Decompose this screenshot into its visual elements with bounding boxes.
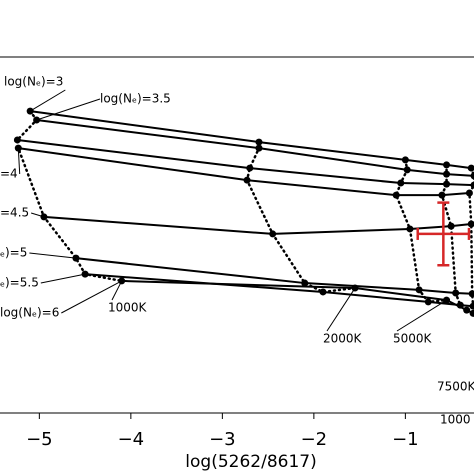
point xyxy=(438,191,446,199)
point xyxy=(246,164,254,172)
point xyxy=(465,189,473,197)
temperature-label: 1000 xyxy=(440,413,471,427)
x-tick-label: −5 xyxy=(26,429,53,450)
density-label: log(Nₑ)=3 xyxy=(4,75,63,89)
point xyxy=(452,289,460,297)
leader xyxy=(29,89,66,112)
point xyxy=(243,176,251,184)
temperature-label: 7500K xyxy=(437,380,474,394)
point xyxy=(406,225,414,233)
leader xyxy=(29,252,77,259)
point xyxy=(470,172,474,180)
point xyxy=(392,191,400,199)
point xyxy=(397,179,405,187)
leader xyxy=(30,212,45,218)
leader xyxy=(36,98,101,121)
point xyxy=(401,156,409,164)
point xyxy=(443,180,451,188)
point xyxy=(13,136,21,144)
density-label: log(Nₑ)=3.5 xyxy=(100,92,171,106)
density-label: ₑ)=5 xyxy=(0,246,27,260)
x-tick-label: −1 xyxy=(392,429,419,450)
x-axis-label: log(5262/8617) xyxy=(185,452,316,472)
density-line xyxy=(18,147,470,197)
point xyxy=(403,166,411,174)
leader xyxy=(17,148,21,175)
point xyxy=(443,161,451,169)
point xyxy=(415,286,423,294)
point xyxy=(443,170,451,178)
isotherm xyxy=(245,140,357,294)
isotherm xyxy=(16,109,123,283)
temperature-label: 2000K xyxy=(323,332,363,346)
x-tick-label: −4 xyxy=(118,429,145,450)
point xyxy=(463,306,471,314)
point xyxy=(319,288,327,296)
point xyxy=(424,298,432,306)
isotherm xyxy=(468,166,474,315)
density-label: log(Nₑ)=6 xyxy=(0,306,59,320)
leader xyxy=(111,280,123,301)
density-label: =4.5 xyxy=(0,206,29,220)
leader xyxy=(40,273,86,284)
point xyxy=(255,138,263,146)
point xyxy=(301,279,309,287)
point xyxy=(269,230,277,238)
density-line xyxy=(121,279,474,315)
density-label: =4 xyxy=(0,167,18,181)
point xyxy=(470,181,474,189)
leader xyxy=(326,287,356,332)
point xyxy=(468,290,474,298)
x-tick-label: −2 xyxy=(301,429,328,450)
point xyxy=(447,222,455,230)
isotherm xyxy=(394,158,448,304)
x-tick-label: −3 xyxy=(209,429,236,450)
point xyxy=(467,164,474,172)
leader xyxy=(396,299,447,332)
point xyxy=(469,302,474,310)
point xyxy=(467,220,474,228)
leader xyxy=(61,280,122,314)
temperature-label: 1000K xyxy=(108,301,148,315)
density-label: ₑ)=5.5 xyxy=(0,276,39,290)
point xyxy=(469,309,474,317)
point xyxy=(255,144,263,152)
temperature-label: 5000K xyxy=(393,332,433,346)
